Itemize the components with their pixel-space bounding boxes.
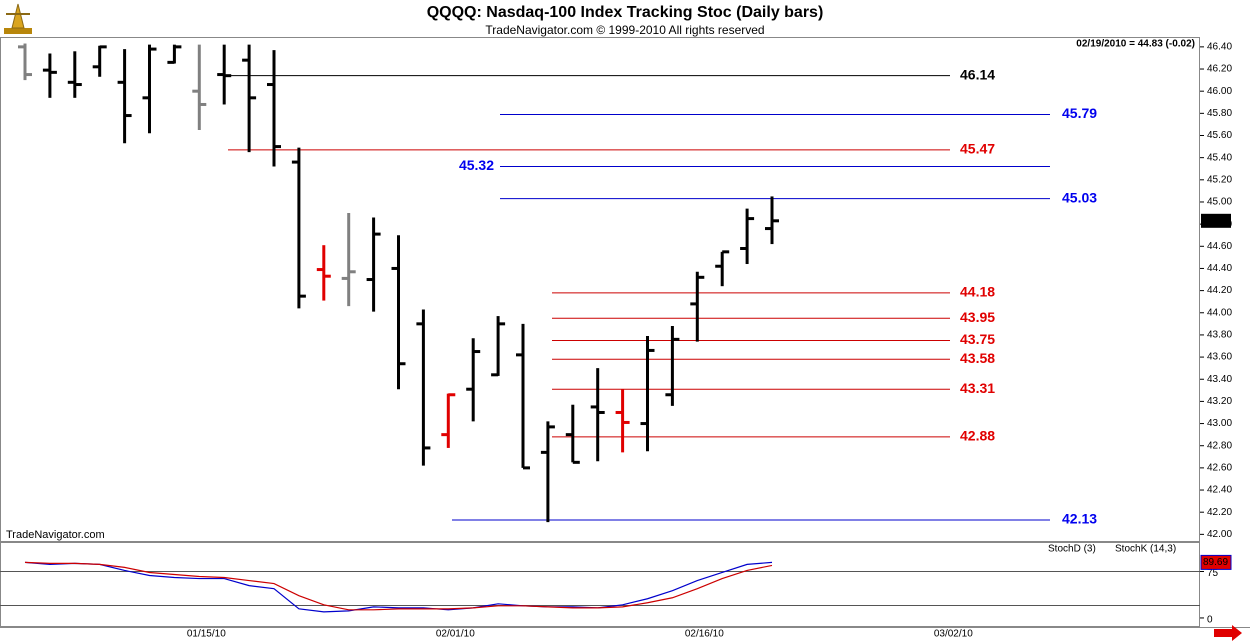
level-label: 43.31 <box>960 380 995 396</box>
level-label: 46.14 <box>960 66 995 82</box>
y-tick-label: 43.80 <box>1207 330 1232 341</box>
y-tick-label: 42.40 <box>1207 485 1232 496</box>
level-label: 42.88 <box>960 428 995 444</box>
y-tick-label: 45.60 <box>1207 130 1232 141</box>
y-tick-label: 43.60 <box>1207 352 1232 363</box>
y-tick-label: 44.00 <box>1207 307 1232 318</box>
y-tick-label: 44.60 <box>1207 241 1232 252</box>
y-tick-label: 45.80 <box>1207 108 1232 119</box>
y-tick-label: 44.40 <box>1207 263 1232 274</box>
x-tick-label: 01/15/10 <box>187 629 226 640</box>
y-tick-label: 44.20 <box>1207 285 1232 296</box>
y-tick-label: 45.00 <box>1207 197 1232 208</box>
level-label: 44.18 <box>960 284 995 300</box>
y-tick-label: 46.40 <box>1207 42 1232 53</box>
y-tick-label: 0 <box>1207 615 1213 626</box>
chart-subtitle: TradeNavigator.com © 1999-2010 All right… <box>485 23 764 37</box>
legend-entry: StochK (14,3) <box>1115 544 1176 555</box>
legend-entry: StochD (3) <box>1048 544 1096 555</box>
y-tick-label: 42.20 <box>1207 507 1232 518</box>
x-tick-label: 02/01/10 <box>436 629 475 640</box>
stoch-panel <box>0 542 1200 627</box>
last-price-label: 44.83 <box>1203 215 1228 226</box>
last-value-label: 89.69 <box>1203 557 1228 568</box>
y-tick-label: 46.20 <box>1207 64 1232 75</box>
level-label: 45.03 <box>1062 189 1097 205</box>
y-tick-label: 46.00 <box>1207 86 1232 97</box>
level-label: 43.58 <box>960 350 995 366</box>
level-label: 45.47 <box>960 141 995 157</box>
y-tick-label: 42.80 <box>1207 440 1232 451</box>
x-tick-label: 02/16/10 <box>685 629 724 640</box>
last-value-box <box>1200 554 1232 570</box>
y-tick-label: 45.20 <box>1207 174 1232 185</box>
watermark: TradeNavigator.com <box>6 529 105 541</box>
chart-title: QQQQ: Nasdaq-100 Index Tracking Stoc (Da… <box>427 4 824 21</box>
level-label: 45.79 <box>1062 105 1097 121</box>
y-tick-label: 75 <box>1207 568 1219 579</box>
y-tick-label: 43.20 <box>1207 396 1232 407</box>
y-tick-label: 42.00 <box>1207 529 1232 540</box>
last-price-box <box>1201 213 1231 228</box>
stoch-line <box>24 561 773 611</box>
x-tick-label: 03/02/10 <box>934 629 973 640</box>
logo <box>4 3 32 34</box>
level-label: 42.13 <box>1062 511 1097 527</box>
stoch-line <box>24 561 773 613</box>
y-tick-label: 43.00 <box>1207 418 1232 429</box>
level-label: 43.75 <box>960 331 995 347</box>
price-panel <box>0 37 1200 542</box>
level-label: 43.95 <box>960 309 995 325</box>
y-tick-label: 45.40 <box>1207 152 1232 163</box>
y-tick-label: 42.60 <box>1207 463 1232 474</box>
scroll-arrow[interactable] <box>1214 625 1242 641</box>
status-text: 02/19/2010 = 44.83 (-0.02) <box>1076 39 1195 50</box>
y-tick-label: 43.40 <box>1207 374 1232 385</box>
level-label: 45.32 <box>459 157 494 173</box>
